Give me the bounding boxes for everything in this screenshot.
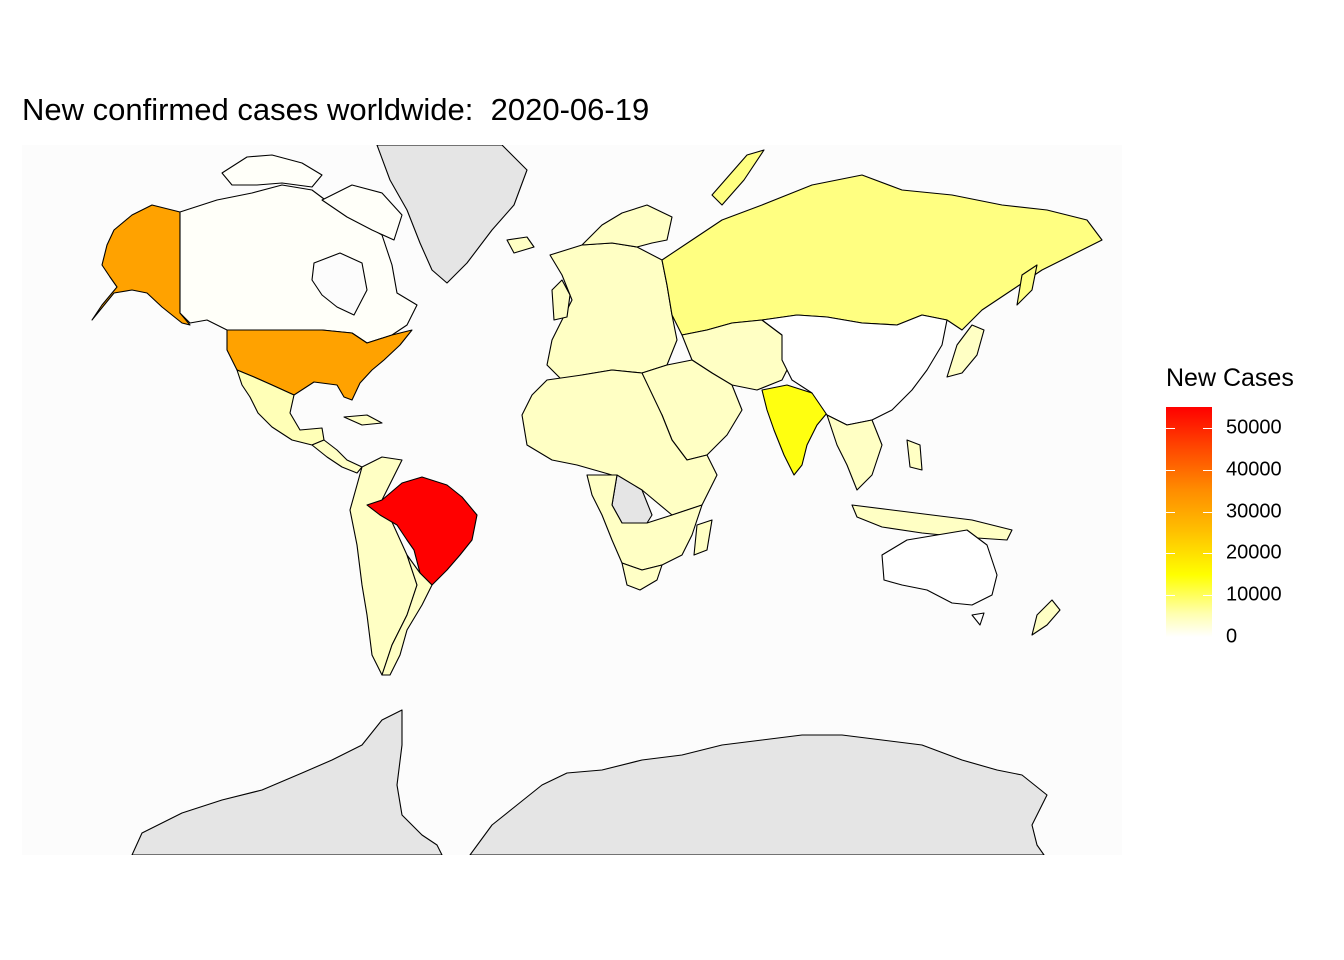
legend-tick-label: 30000 xyxy=(1226,500,1282,523)
legend-color-bar xyxy=(1166,407,1212,637)
southern-africa xyxy=(586,474,703,571)
kamchatka xyxy=(1016,264,1038,306)
region-india xyxy=(761,384,833,476)
madagascar xyxy=(693,519,713,556)
baffin-island xyxy=(321,184,403,241)
southeast-asia xyxy=(826,414,883,491)
scandinavia xyxy=(581,204,673,248)
tasmania xyxy=(971,612,985,626)
japan xyxy=(946,324,985,378)
world-map xyxy=(22,145,1122,855)
greenland xyxy=(376,145,528,284)
region-china xyxy=(761,314,948,426)
legend-title: New Cases xyxy=(1166,364,1294,392)
argentina xyxy=(381,554,433,676)
legend-tick-label: 0 xyxy=(1226,625,1238,648)
antarctica-west xyxy=(131,709,443,855)
chart-title: New confirmed cases worldwide: 2020-06-1… xyxy=(22,92,650,127)
legend-tick-label: 20000 xyxy=(1226,541,1282,564)
canada-arctic-islands xyxy=(221,154,323,188)
new-zealand xyxy=(1031,599,1061,636)
region-brazil xyxy=(366,476,478,586)
novaya-zemlya xyxy=(711,149,765,206)
hudson-bay xyxy=(311,252,368,316)
region-australia xyxy=(881,529,998,606)
indonesia xyxy=(851,504,1013,541)
legend-tick-label: 10000 xyxy=(1226,583,1282,606)
uk xyxy=(551,279,571,321)
region-alaska xyxy=(91,204,191,326)
cuba xyxy=(343,414,383,426)
iceland xyxy=(506,236,535,254)
philippines xyxy=(906,439,923,471)
legend-tick-label: 40000 xyxy=(1226,458,1282,481)
antarctica-east xyxy=(469,734,1048,855)
legend-tick-label: 50000 xyxy=(1226,416,1282,439)
region-south-africa xyxy=(621,562,663,591)
